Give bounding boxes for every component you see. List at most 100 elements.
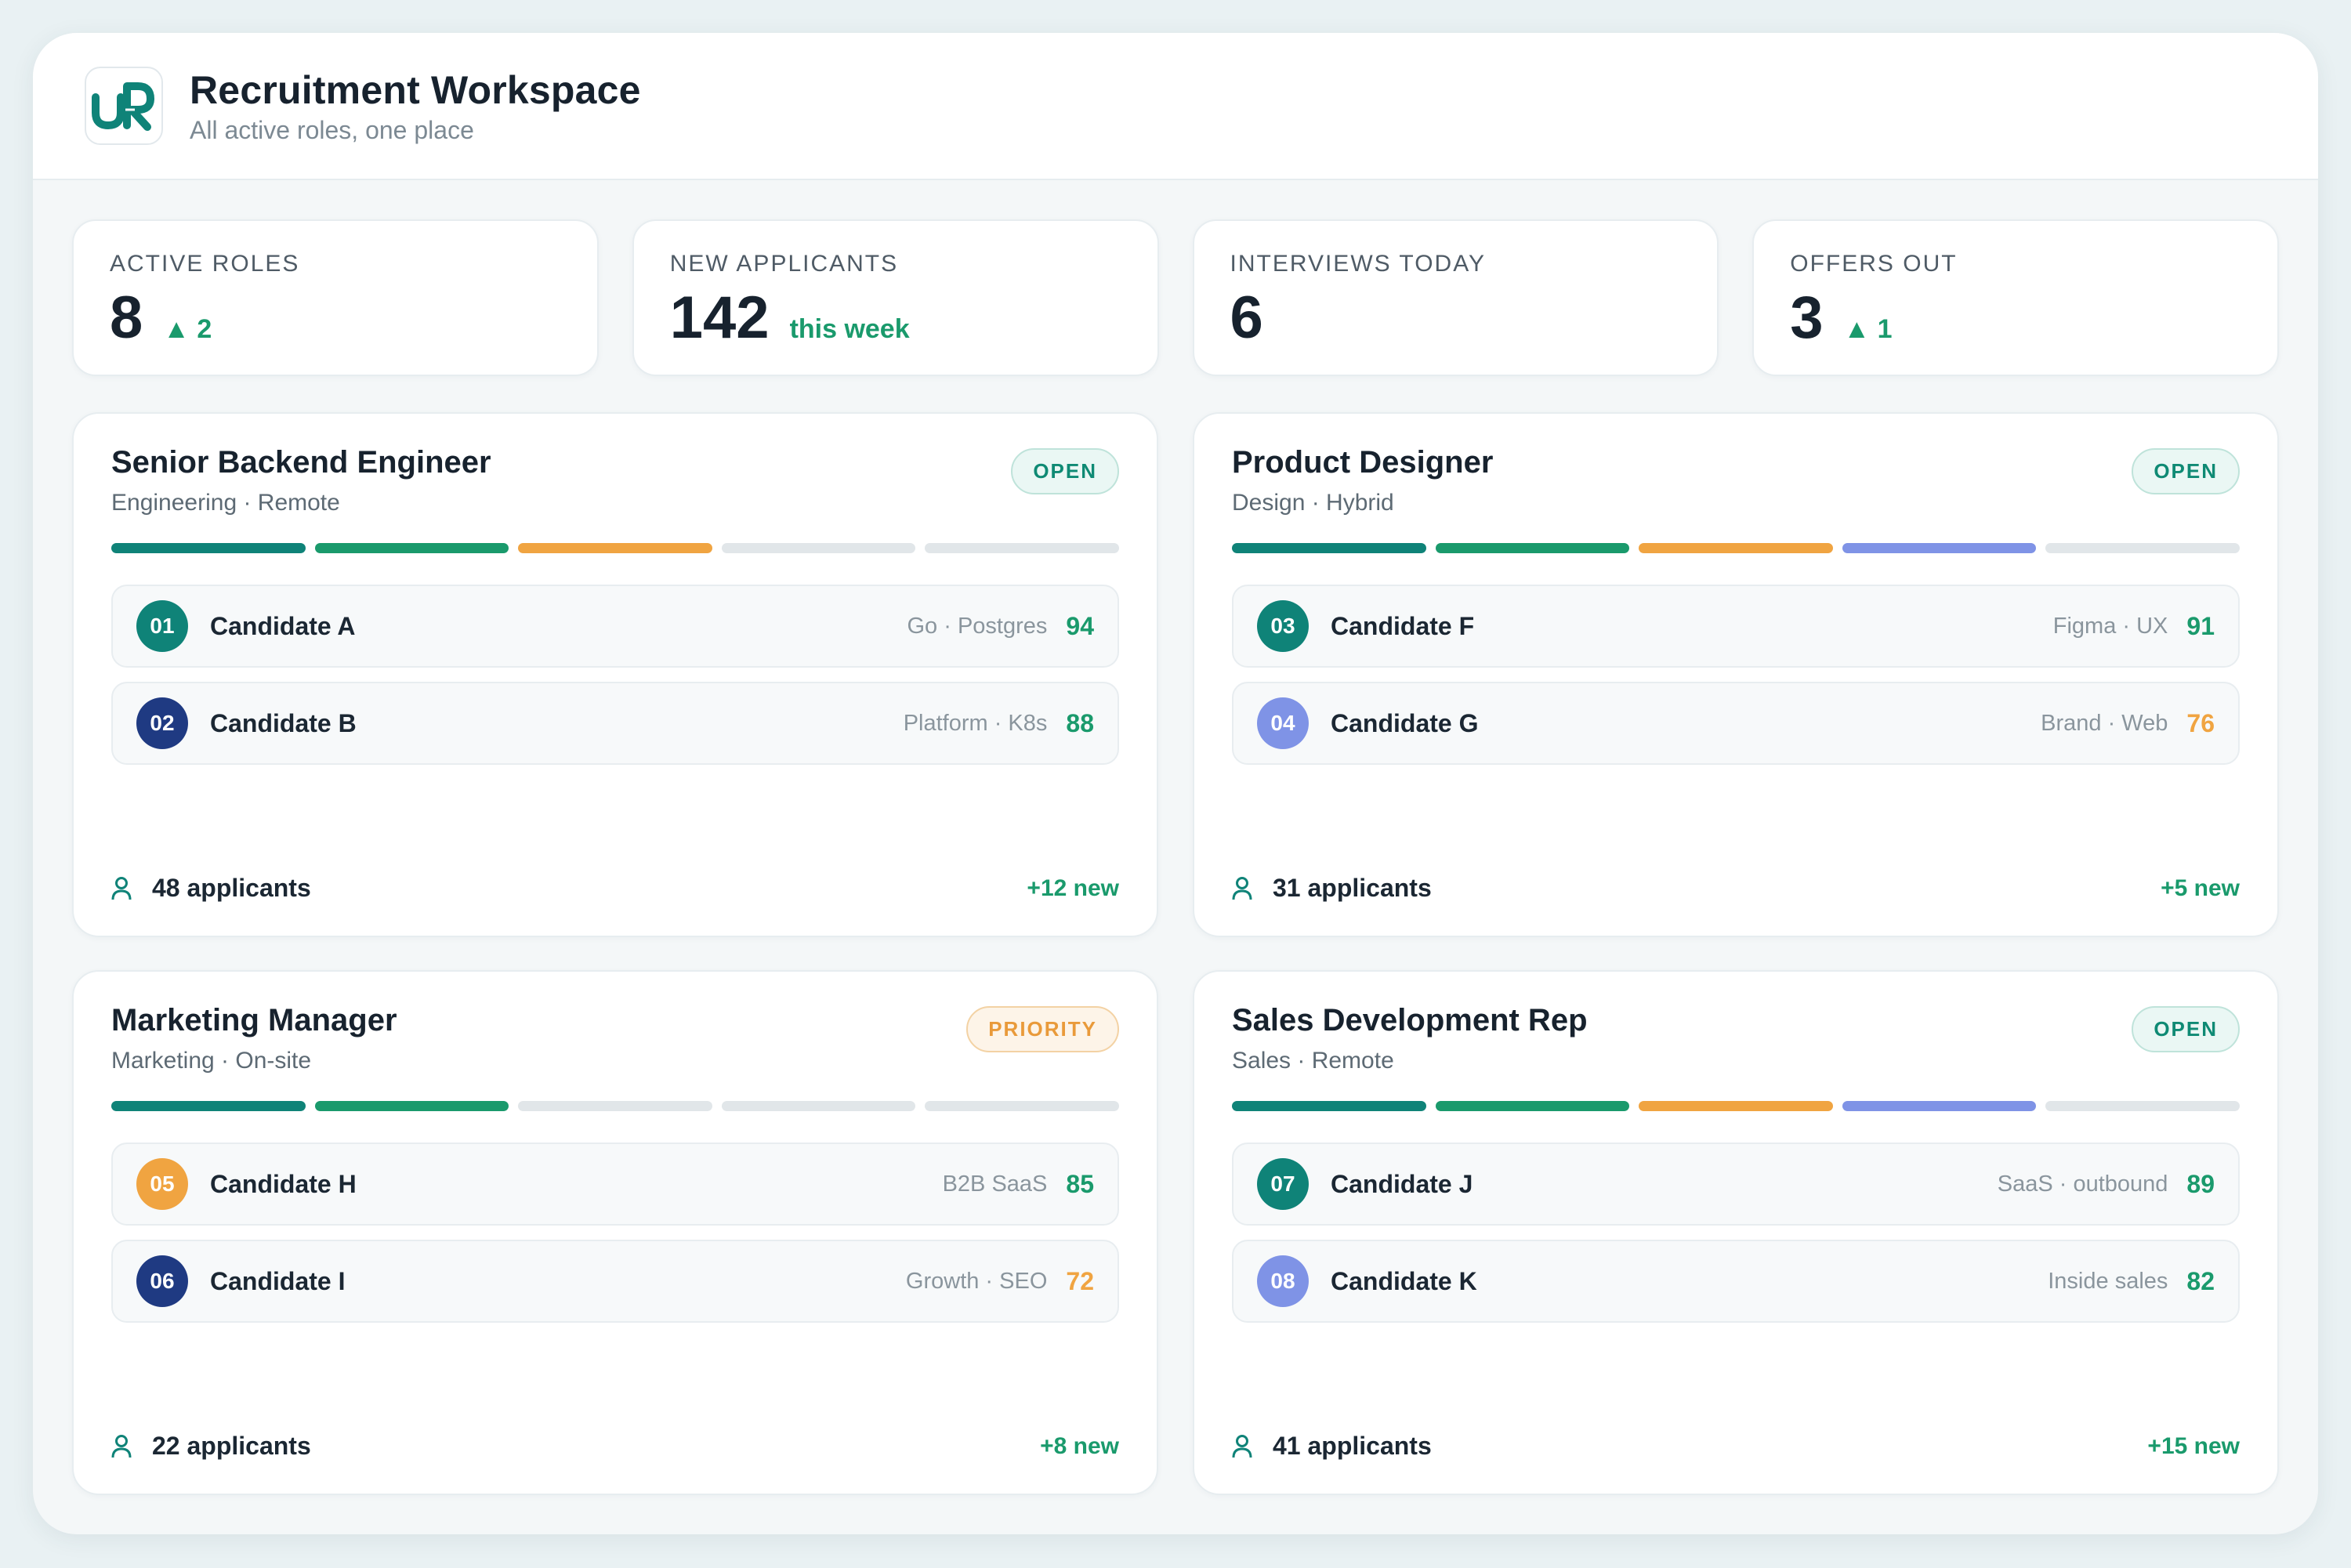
app-header: Recruitment Workspace All active roles, … — [33, 33, 2318, 180]
new-applicants-count: +12 new — [1027, 875, 1119, 901]
pipeline-stage — [1232, 543, 1426, 553]
candidate-rank-badge: 02 — [136, 697, 188, 749]
candidate-row[interactable]: 06 Candidate I Growth · SEO 72 — [111, 1240, 1119, 1323]
stat-value: 142 — [669, 284, 770, 351]
candidate-score: 94 — [1066, 611, 1094, 640]
candidate-list: 05 Candidate H B2B SaaS 85 06 Candidate … — [111, 1143, 1119, 1323]
candidate-rank-badge: 07 — [1257, 1158, 1309, 1210]
candidate-row[interactable]: 05 Candidate H B2B SaaS 85 — [111, 1143, 1119, 1226]
candidate-row[interactable]: 04 Candidate G Brand · Web 76 — [1232, 682, 2240, 765]
person-icon — [1232, 876, 1252, 900]
stat-value: 3 — [1790, 284, 1824, 351]
candidate-score: 89 — [2186, 1169, 2215, 1198]
pipeline-stages — [1232, 1101, 2240, 1111]
candidate-name: Candidate G — [1331, 708, 1479, 737]
status-badge: OPEN — [2132, 1006, 2240, 1052]
status-badge: OPEN — [2132, 448, 2240, 494]
pipeline-stage — [2045, 543, 2240, 553]
candidate-name: Candidate F — [1331, 611, 1475, 640]
candidate-rank-badge: 05 — [136, 1158, 188, 1210]
role-meta: Design · Hybrid — [1232, 490, 1394, 516]
candidate-tags: B2B SaaS — [942, 1171, 1048, 1197]
pipeline-stage — [111, 543, 306, 553]
applicants-count[interactable]: 41 applicants — [1232, 1432, 1432, 1461]
applicants-count[interactable]: 22 applicants — [111, 1432, 311, 1461]
candidate-name: Candidate H — [210, 1169, 357, 1198]
candidate-score: 88 — [1066, 708, 1094, 737]
candidate-score: 82 — [2186, 1266, 2215, 1295]
candidate-row[interactable]: 02 Candidate B Platform · K8s 88 — [111, 682, 1119, 765]
role-meta: Sales · Remote — [1232, 1048, 1394, 1074]
pipeline-stage — [1435, 543, 1630, 553]
stat-label: NEW APPLICANTS — [669, 251, 899, 277]
candidate-score: 72 — [1066, 1266, 1094, 1295]
pipeline-stage — [1435, 1101, 1630, 1111]
app-logo — [85, 67, 163, 145]
stat-card-interviews-today[interactable]: INTERVIEWS TODAY 6 — [1192, 219, 1719, 376]
candidate-name: Candidate A — [210, 611, 356, 640]
applicants-count[interactable]: 48 applicants — [111, 874, 311, 903]
roles-grid: Senior Backend Engineer Engineering · Re… — [72, 412, 2279, 1495]
stat-label: OFFERS OUT — [1790, 251, 1958, 277]
pipeline-stage — [2045, 1101, 2240, 1111]
role-card[interactable]: Marketing Manager Marketing · On-site PR… — [72, 970, 1158, 1495]
pipeline-stage — [721, 1101, 916, 1111]
stat-card-new-applicants[interactable]: NEW APPLICANTS 142 this week — [632, 219, 1159, 376]
role-title[interactable]: Marketing Manager — [111, 1003, 397, 1037]
role-card[interactable]: Sales Development Rep Sales · Remote OPE… — [1193, 970, 2279, 1495]
new-applicants-count: +8 new — [1040, 1432, 1119, 1459]
pipeline-stage — [518, 543, 712, 553]
role-title[interactable]: Senior Backend Engineer — [111, 445, 491, 480]
candidate-rank-badge: 04 — [1257, 697, 1309, 749]
candidate-list: 03 Candidate F Figma · UX 91 04 Candidat… — [1232, 585, 2240, 765]
candidate-name: Candidate I — [210, 1266, 346, 1295]
candidate-name: Candidate B — [210, 708, 357, 737]
candidate-tags: Brand · Web — [2041, 710, 2168, 736]
pipeline-stage — [721, 543, 916, 553]
candidate-tags: Platform · K8s — [903, 710, 1048, 736]
stat-delta: ▲ 1 — [1843, 314, 1893, 344]
candidate-rank-badge: 03 — [1257, 600, 1309, 652]
new-applicants-count: +15 new — [2147, 1432, 2240, 1459]
role-title[interactable]: Sales Development Rep — [1232, 1003, 1588, 1037]
candidate-row[interactable]: 01 Candidate A Go · Postgres 94 — [111, 585, 1119, 668]
stat-label: INTERVIEWS TODAY — [1230, 251, 1487, 277]
role-card[interactable]: Product Designer Design · Hybrid OPEN 03… — [1193, 412, 2279, 937]
applicants-label: 22 applicants — [152, 1432, 311, 1460]
stat-value: 8 — [110, 284, 143, 351]
candidate-name: Candidate J — [1331, 1169, 1473, 1198]
stat-card-active-roles[interactable]: ACTIVE ROLES 8 ▲ 2 — [72, 219, 599, 376]
pipeline-stage — [1842, 543, 2037, 553]
candidate-row[interactable]: 08 Candidate K Inside sales 82 — [1232, 1240, 2240, 1323]
stat-value: 6 — [1230, 284, 1263, 351]
pipeline-stage — [314, 1101, 509, 1111]
pipeline-stage — [1842, 1101, 2037, 1111]
workspace-window: Recruitment Workspace All active roles, … — [33, 33, 2318, 1534]
pipeline-stages — [111, 543, 1119, 553]
stat-delta: ▲ 2 — [163, 314, 212, 344]
applicants-label: 41 applicants — [1273, 1432, 1432, 1460]
candidate-row[interactable]: 03 Candidate F Figma · UX 91 — [1232, 585, 2240, 668]
candidate-rank-badge: 08 — [1257, 1255, 1309, 1307]
role-card[interactable]: Senior Backend Engineer Engineering · Re… — [72, 412, 1158, 937]
app-title: Recruitment Workspace — [190, 67, 641, 112]
candidate-tags: Figma · UX — [2052, 613, 2168, 639]
candidate-list: 07 Candidate J SaaS · outbound 89 08 Can… — [1232, 1143, 2240, 1323]
stat-label: ACTIVE ROLES — [110, 251, 300, 277]
candidate-row[interactable]: 07 Candidate J SaaS · outbound 89 — [1232, 1143, 2240, 1226]
candidate-rank-badge: 06 — [136, 1255, 188, 1307]
pipeline-stage — [1639, 1101, 1833, 1111]
candidate-score: 76 — [2186, 708, 2215, 737]
person-icon — [111, 1434, 132, 1458]
applicants-count[interactable]: 31 applicants — [1232, 874, 1432, 903]
stats-row: ACTIVE ROLES 8 ▲ 2 NEW APPLICANTS 142 th… — [72, 219, 2279, 376]
candidate-rank-badge: 01 — [136, 600, 188, 652]
pipeline-stage — [1639, 543, 1833, 553]
applicants-label: 31 applicants — [1273, 874, 1432, 902]
pipeline-stage — [1232, 1101, 1426, 1111]
candidate-tags: Growth · SEO — [905, 1268, 1048, 1294]
logo-mark-icon — [92, 82, 154, 131]
status-badge: OPEN — [1011, 448, 1119, 494]
role-title[interactable]: Product Designer — [1232, 445, 1494, 480]
stat-card-offers-out[interactable]: OFFERS OUT 3 ▲ 1 — [1752, 219, 2279, 376]
